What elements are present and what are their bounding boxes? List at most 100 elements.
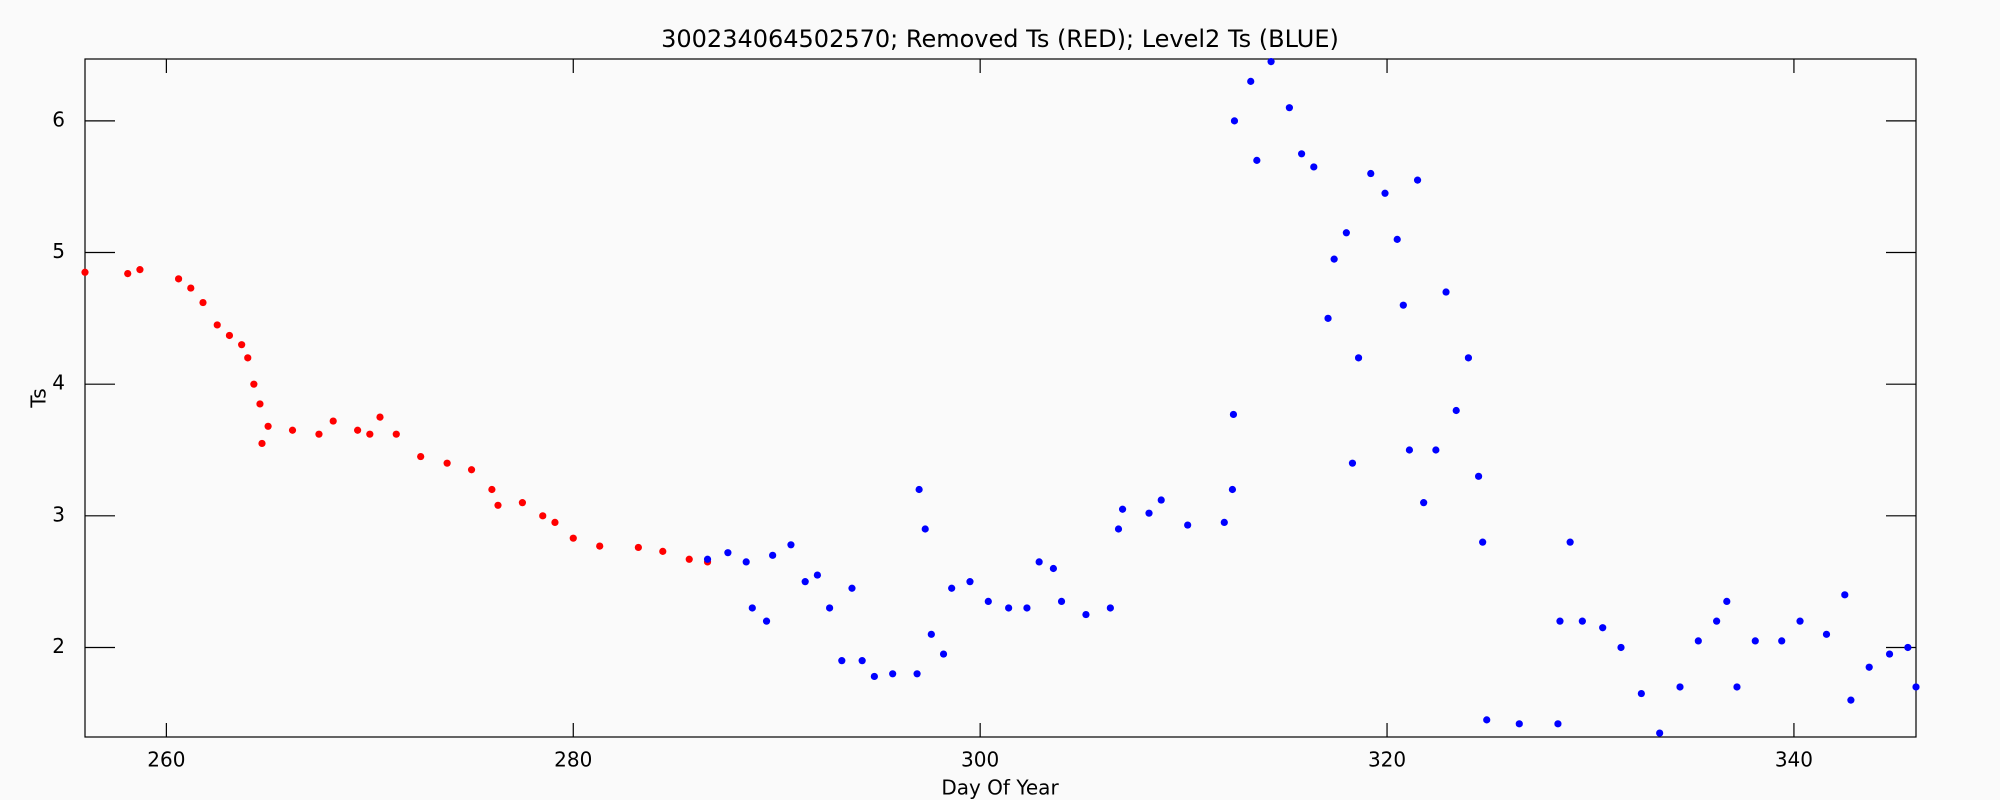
- data-point: [1310, 163, 1318, 171]
- data-point: [1267, 58, 1275, 66]
- data-point: [1556, 617, 1564, 625]
- data-point: [984, 597, 992, 606]
- data-point: [288, 426, 297, 434]
- data-point: [1515, 720, 1523, 728]
- data-point: [1220, 518, 1228, 527]
- data-point: [494, 501, 502, 509]
- x-tick-label: 260: [147, 748, 185, 772]
- data-point: [1841, 591, 1849, 599]
- data-point: [1637, 689, 1645, 698]
- data-point: [136, 266, 144, 274]
- data-point: [1796, 617, 1804, 625]
- data-point: [213, 321, 221, 329]
- data-point: [199, 298, 207, 307]
- data-point: [1399, 301, 1407, 309]
- y-tick-label: 6: [52, 107, 65, 131]
- data-point: [1247, 77, 1255, 85]
- data-point: [915, 485, 923, 494]
- data-point: [518, 499, 527, 507]
- data-point: [250, 380, 258, 388]
- data-point: [1005, 604, 1013, 612]
- data-point: [913, 670, 921, 678]
- data-point: [1413, 176, 1422, 184]
- data-point: [1554, 720, 1562, 728]
- data-point: [1405, 446, 1414, 454]
- data-point: [1057, 597, 1066, 606]
- data-point: [1578, 617, 1586, 625]
- data-point: [1035, 558, 1043, 566]
- data-point: [1656, 729, 1664, 737]
- data-point: [1230, 117, 1239, 125]
- data-point: [1723, 597, 1731, 606]
- data-point: [1157, 496, 1165, 504]
- data-point: [417, 452, 425, 461]
- plot-frame: [84, 58, 1917, 738]
- data-point: [826, 604, 834, 612]
- data-point: [1751, 637, 1759, 645]
- data-point: [1865, 663, 1873, 671]
- data-point: [244, 354, 252, 362]
- data-point: [1229, 410, 1238, 419]
- data-point: [596, 542, 604, 550]
- data-point: [921, 525, 929, 533]
- data-point: [927, 630, 935, 638]
- data-point: [769, 551, 777, 559]
- data-point: [1733, 683, 1741, 691]
- data-point: [1694, 637, 1702, 645]
- data-point: [1118, 505, 1127, 513]
- y-axis-label: Ts: [27, 388, 51, 408]
- x-tick-label: 320: [1368, 748, 1406, 772]
- data-point: [742, 558, 750, 566]
- data-point: [748, 604, 756, 612]
- x-tick-label: 280: [554, 748, 592, 772]
- y-tick-label: 4: [52, 371, 65, 395]
- data-point: [1381, 189, 1389, 197]
- data-point: [539, 512, 547, 520]
- data-point: [1617, 643, 1625, 652]
- data-point: [315, 430, 323, 438]
- y-tick-label: 2: [52, 634, 65, 658]
- data-point: [1912, 683, 1920, 691]
- data-point: [1822, 630, 1831, 638]
- data-point: [238, 341, 246, 349]
- data-point: [634, 543, 642, 552]
- data-point: [1082, 610, 1090, 619]
- data-point: [225, 331, 234, 340]
- data-point: [488, 485, 496, 494]
- data-point: [329, 417, 337, 425]
- data-point: [376, 413, 384, 421]
- data-point: [939, 650, 948, 658]
- data-point: [81, 268, 89, 276]
- x-axis-label: Day Of Year: [941, 776, 1059, 800]
- data-point: [1106, 604, 1114, 612]
- data-point: [838, 657, 846, 665]
- data-point: [1330, 255, 1338, 263]
- data-point: [1483, 716, 1491, 724]
- data-point: [724, 549, 732, 557]
- data-point: [1145, 509, 1153, 517]
- data-point: [659, 547, 667, 555]
- data-point: [1420, 499, 1428, 507]
- data-point: [1442, 288, 1450, 296]
- data-point: [1566, 538, 1574, 546]
- data-point: [354, 426, 362, 434]
- data-point: [1599, 624, 1607, 632]
- data-point: [1114, 525, 1123, 533]
- data-point: [124, 269, 132, 278]
- data-point: [703, 555, 712, 563]
- data-point: [787, 541, 795, 549]
- data-point: [889, 670, 897, 678]
- data-point: [467, 466, 476, 474]
- data-point: [813, 571, 822, 579]
- data-point: [685, 555, 693, 563]
- data-point: [392, 430, 400, 438]
- data-point: [187, 284, 195, 292]
- data-point: [1676, 683, 1684, 691]
- data-point: [1713, 617, 1721, 625]
- data-point: [848, 584, 856, 592]
- data-point: [174, 275, 183, 283]
- data-point: [762, 617, 771, 625]
- data-point: [443, 459, 451, 467]
